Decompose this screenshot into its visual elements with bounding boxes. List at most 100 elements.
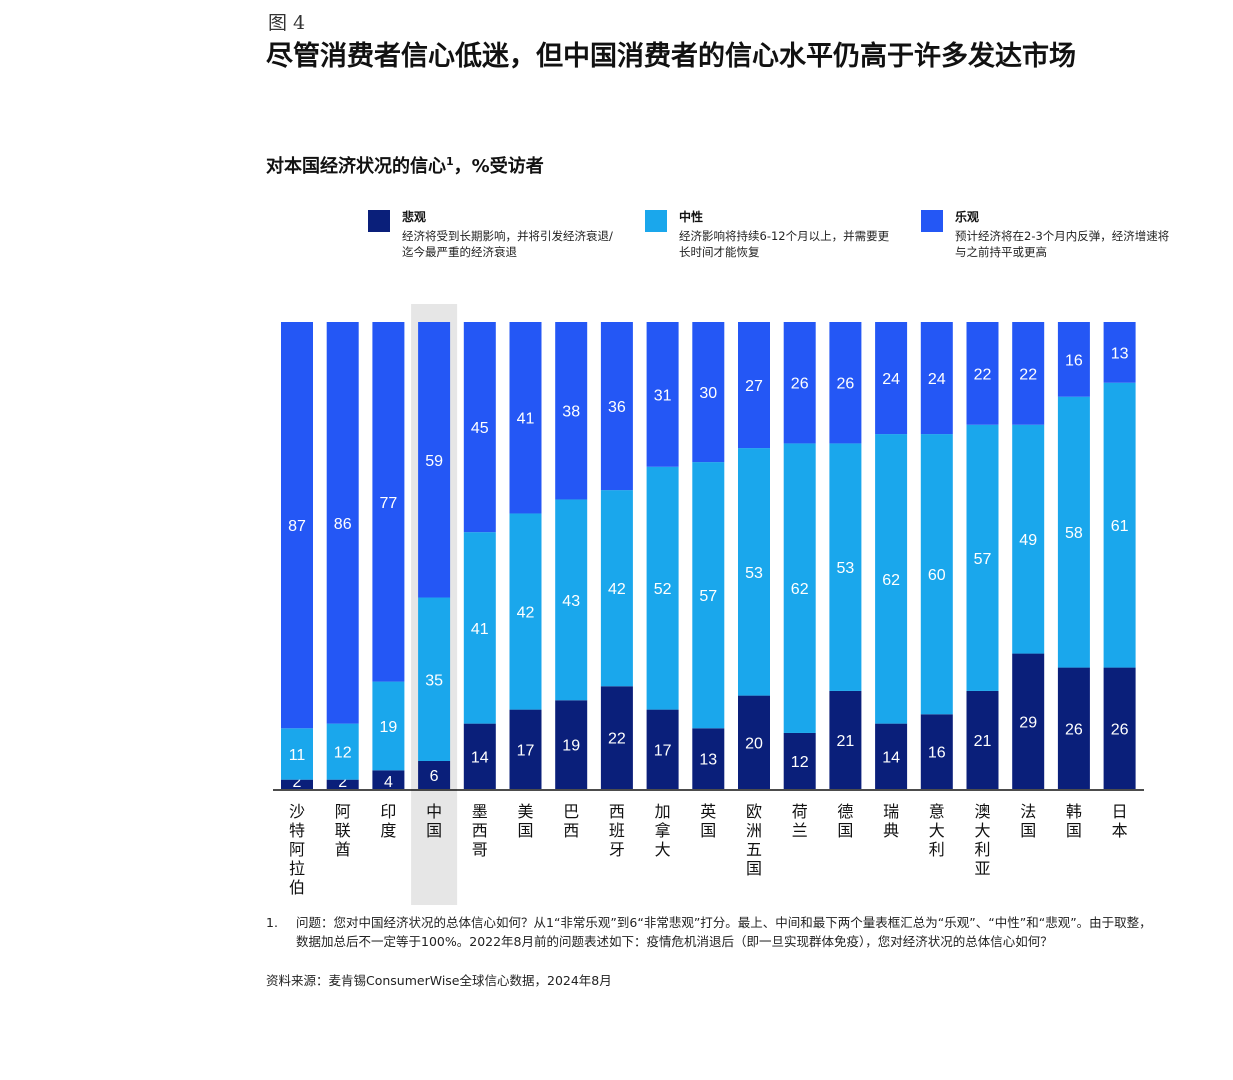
category-label: 利 bbox=[974, 840, 990, 859]
data-label: 22 bbox=[1019, 366, 1037, 383]
bar-segment bbox=[600, 686, 633, 789]
category-label: 日 bbox=[1112, 802, 1128, 821]
category-label: 大 bbox=[974, 821, 990, 840]
data-label: 43 bbox=[562, 593, 580, 610]
data-label: 52 bbox=[654, 581, 672, 598]
bar-segment bbox=[692, 462, 725, 729]
category-label: 伯 bbox=[289, 878, 305, 897]
data-label: 57 bbox=[974, 551, 992, 568]
category-label: 国 bbox=[837, 821, 853, 840]
category-label: 阿 bbox=[335, 802, 351, 821]
bar-segment bbox=[281, 322, 313, 729]
data-label: 87 bbox=[288, 518, 306, 535]
bar-segment bbox=[600, 322, 633, 491]
data-label: 62 bbox=[882, 572, 900, 589]
data-label: 86 bbox=[334, 516, 352, 533]
bar-segment bbox=[555, 499, 588, 701]
data-label: 16 bbox=[1065, 352, 1083, 369]
bar-segment bbox=[326, 322, 359, 724]
bar-segment bbox=[281, 779, 313, 789]
data-label: 41 bbox=[517, 411, 535, 428]
category-label: 度 bbox=[380, 821, 396, 840]
data-label: 31 bbox=[654, 387, 672, 404]
category-label: 沙 bbox=[289, 802, 305, 821]
data-label: 17 bbox=[654, 742, 672, 759]
legend-desc-neutral: 经济影响将持续6-12个月以上，并需要更长时间才能恢复 bbox=[679, 229, 890, 259]
category-label: 印 bbox=[380, 802, 396, 821]
bar-segment bbox=[600, 490, 633, 687]
bar-segment bbox=[281, 728, 313, 780]
bar-segment bbox=[418, 597, 451, 761]
bar-segment bbox=[1103, 382, 1136, 668]
data-label: 58 bbox=[1065, 525, 1083, 542]
bar-segment bbox=[966, 424, 999, 691]
bar-segment bbox=[692, 728, 725, 789]
bar-segment bbox=[509, 513, 542, 710]
bar-segment bbox=[418, 322, 451, 598]
chart-title: 尽管消费者信心低迷，但中国消费者的信心水平仍高于许多发达市场 bbox=[266, 41, 1076, 72]
data-label: 42 bbox=[517, 605, 535, 622]
category-label: 特 bbox=[289, 821, 305, 840]
bar-segment bbox=[920, 434, 953, 715]
bar-segment bbox=[326, 779, 359, 789]
bar-segment bbox=[738, 448, 770, 696]
data-label: 19 bbox=[562, 738, 580, 755]
bar-segment bbox=[372, 770, 405, 789]
bar-segment bbox=[783, 322, 816, 444]
category-label: 英 bbox=[700, 802, 716, 821]
bar-segment bbox=[372, 322, 405, 682]
category-label: 国 bbox=[517, 821, 533, 840]
category-label: 国 bbox=[426, 821, 442, 840]
category-label: 大 bbox=[929, 821, 945, 840]
data-label: 62 bbox=[791, 581, 809, 598]
data-label: 42 bbox=[608, 581, 626, 598]
category-label: 五 bbox=[746, 840, 762, 859]
data-label: 36 bbox=[608, 399, 626, 416]
data-label: 11 bbox=[289, 747, 306, 764]
data-label: 29 bbox=[1019, 714, 1037, 731]
bar-segment bbox=[875, 723, 908, 789]
data-label: 27 bbox=[745, 378, 763, 395]
data-label: 77 bbox=[380, 495, 398, 512]
bar-segment bbox=[966, 690, 999, 789]
chart-subtitle: 对本国经济状况的信心1，%受访者 bbox=[266, 152, 544, 178]
category-label: 本 bbox=[1112, 821, 1128, 840]
category-label: 酋 bbox=[335, 840, 351, 859]
category-label: 联 bbox=[335, 821, 351, 840]
category-label: 巴 bbox=[563, 802, 579, 821]
bar-segment bbox=[1057, 667, 1090, 789]
category-label: 瑞 bbox=[883, 802, 899, 821]
category-label: 欧 bbox=[746, 802, 762, 821]
category-label: 亚 bbox=[974, 859, 990, 878]
data-label: 14 bbox=[882, 749, 900, 766]
bar-segment bbox=[372, 681, 405, 771]
data-label: 53 bbox=[837, 560, 855, 577]
bar-segment bbox=[875, 322, 908, 435]
category-label: 加 bbox=[655, 802, 671, 821]
legend-title-neutral: 中性 bbox=[679, 210, 704, 224]
legend-title-pessimistic: 悲观 bbox=[402, 210, 427, 224]
footnote: 1. 问题：您对中国经济状况的总体信心如何？从1“非常乐观”到6“非常悲观”打分… bbox=[266, 913, 1156, 951]
bar-segment bbox=[829, 322, 862, 444]
category-label: 哥 bbox=[472, 840, 488, 859]
data-label: 2 bbox=[293, 774, 302, 791]
bar-segment bbox=[1012, 322, 1045, 425]
legend-desc-pessimistic: 经济将受到长期影响，并将引发经济衰退/迄今最严重的经济衰退 bbox=[402, 229, 613, 259]
bar-segment bbox=[875, 434, 908, 724]
category-label: 洲 bbox=[746, 821, 762, 840]
bar-segment bbox=[418, 760, 451, 789]
bar-segment bbox=[1012, 424, 1045, 654]
data-label: 22 bbox=[974, 366, 992, 383]
bar-segment bbox=[646, 466, 679, 710]
data-label: 2 bbox=[338, 774, 347, 791]
category-label: 拉 bbox=[289, 859, 305, 878]
data-label: 13 bbox=[699, 752, 717, 769]
data-label: 26 bbox=[837, 376, 855, 393]
legend-swatch-optimistic bbox=[921, 210, 943, 232]
data-label: 35 bbox=[425, 672, 443, 689]
data-label: 38 bbox=[562, 404, 580, 421]
bar-segment bbox=[738, 322, 770, 449]
legend-title-optimistic: 乐观 bbox=[955, 210, 980, 224]
data-label: 49 bbox=[1019, 532, 1037, 549]
subtitle-text: 对本国经济状况的信心 bbox=[266, 156, 446, 177]
